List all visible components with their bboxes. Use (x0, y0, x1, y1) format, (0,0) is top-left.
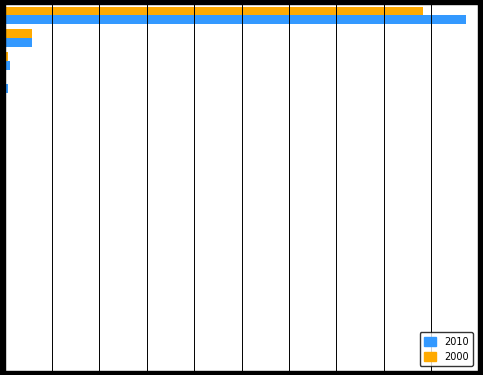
Bar (5, 84, 9, 93)
Bar (5, 130, 6, 139)
Bar (5, 38, 32, 47)
Bar (5, 245, 6, 254)
Bar (5, 98, 6, 107)
Bar (5, 30, 32, 38)
Bar (5, 53, 8, 61)
Bar (5, 107, 6, 116)
Legend: 2010, 2000: 2010, 2000 (420, 332, 473, 366)
Bar (5, 144, 6, 153)
Bar (5, 122, 6, 130)
Bar (5, 153, 6, 162)
Bar (5, 199, 6, 208)
Bar (5, 222, 6, 231)
Bar (5, 15, 466, 24)
Bar (5, 61, 10, 70)
Bar (5, 176, 6, 185)
Bar (5, 268, 6, 277)
Bar (5, 75, 6, 84)
Bar (5, 6, 423, 15)
